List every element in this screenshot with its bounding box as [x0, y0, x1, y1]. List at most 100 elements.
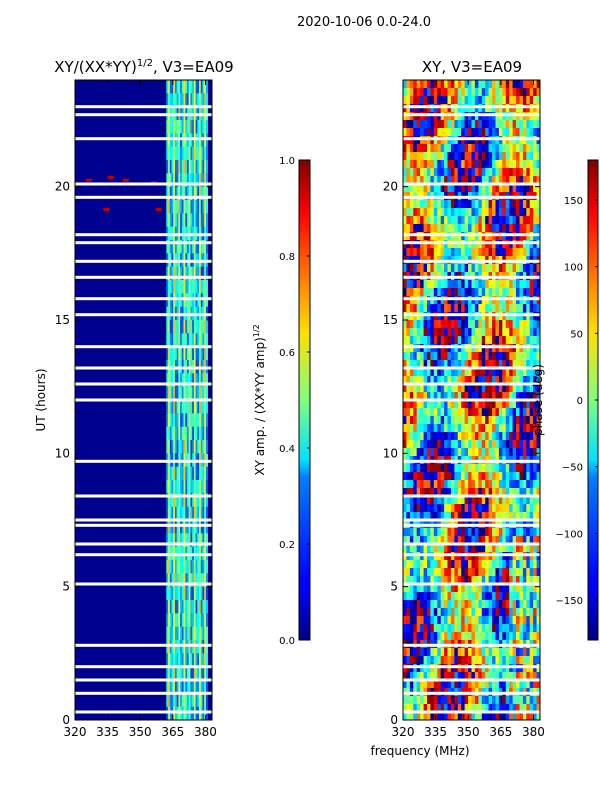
phase-heatmap-cell — [440, 88, 445, 97]
phase-heatmap-cell — [536, 440, 540, 449]
amplitude-heatmap-cell — [166, 333, 169, 347]
phase-heatmap-cell — [450, 624, 455, 633]
phase-heatmap-cell — [474, 288, 479, 297]
phase-heatmap-cell — [437, 480, 442, 489]
phase-heatmap-cell — [536, 568, 540, 577]
phase-heatmap-cell — [461, 488, 466, 497]
phase-heatmap-cell — [495, 696, 500, 705]
amplitude-heatmap-cell — [173, 640, 176, 654]
amplitude-heatmap-cell — [178, 213, 181, 227]
amplitude-heatmap-speckle — [103, 208, 110, 211]
phase-heatmap-cell — [512, 400, 517, 409]
phase-heatmap-cell — [471, 264, 476, 273]
amplitude-heatmap-cell — [195, 626, 198, 641]
phase-heatmap-cell — [505, 544, 510, 553]
phase-heatmap-cell — [471, 96, 476, 105]
phase-heatmap-cell — [416, 616, 421, 625]
phase-heatmap-cell — [519, 280, 524, 289]
amplitude-heatmap-cell — [166, 560, 169, 574]
phase-heatmap-cell — [533, 128, 537, 137]
phase-heatmap-cell — [433, 528, 438, 537]
phase-heatmap-cell — [461, 672, 466, 681]
phase-heatmap-cell — [478, 584, 483, 593]
phase-heatmap-cell — [512, 392, 517, 401]
phase-heatmap-cell — [474, 624, 479, 633]
phase-heatmap-cell — [522, 488, 527, 497]
amplitude-heatmap-cell — [166, 613, 169, 627]
phase-heatmap-cell — [488, 536, 493, 545]
phase-heatmap-cell — [495, 592, 500, 601]
phase-heatmap-cell — [529, 328, 534, 337]
amplitude-heatmap-cell — [168, 400, 171, 414]
phase-heatmap-cell — [457, 544, 462, 553]
phase-heatmap-cell — [488, 448, 493, 457]
phase-heatmap-cell — [468, 472, 472, 481]
amplitude-heatmap-cell — [171, 520, 174, 534]
phase-heatmap-cell — [440, 416, 445, 425]
phase-heatmap-cell — [502, 408, 507, 417]
phase-heatmap-cell — [471, 440, 476, 449]
phase-heatmap-cell — [529, 152, 534, 161]
phase-heatmap-cell — [485, 352, 490, 361]
phase-heatmap-cell — [505, 480, 510, 489]
phase-heatmap-cell — [536, 128, 540, 137]
phase-heatmap-cell — [495, 384, 500, 393]
phase-heatmap-cell — [474, 432, 479, 441]
phase-heatmap-cell — [444, 680, 448, 689]
phase-heatmap-cell — [536, 608, 540, 617]
phase-heatmap-cell — [468, 80, 472, 89]
phase-heatmap-cell — [427, 672, 431, 681]
amplitude-heatmap-cell — [195, 466, 198, 481]
phase-heatmap-cell — [420, 144, 424, 153]
phase-heatmap-cell — [409, 704, 414, 713]
amplitude-heatmap-cell — [205, 440, 208, 454]
phase-heatmap-cell — [403, 96, 407, 105]
phase-heatmap-cell — [433, 200, 438, 209]
phase-heatmap-cell — [423, 336, 428, 345]
amplitude-heatmap-cell — [178, 440, 181, 454]
phase-heatmap-cell — [478, 152, 483, 161]
phase-heatmap-cell — [423, 224, 428, 233]
phase-heatmap-cell — [516, 480, 520, 489]
phase-heatmap-cell — [522, 632, 527, 641]
amplitude-heatmap-cell — [202, 600, 205, 614]
phase-heatmap-cell — [413, 536, 418, 545]
phase-heatmap-cell — [461, 472, 466, 481]
phase-heatmap-cell — [488, 384, 493, 393]
amplitude-heatmap-cell — [185, 520, 188, 534]
phase-heatmap-cell — [406, 152, 411, 161]
phase-heatmap-cell — [498, 624, 503, 633]
amplitude-heatmap-cell — [176, 520, 179, 534]
phase-heatmap-cell — [457, 592, 462, 601]
amplitude-heatmap-cell — [171, 333, 174, 347]
amplitude-heatmap-cell — [169, 386, 172, 401]
phase-heatmap-cell — [420, 168, 424, 177]
phase-heatmap-cell — [437, 672, 442, 681]
amplitude-heatmap-cell — [178, 280, 181, 294]
phase-heatmap-cell — [529, 496, 534, 505]
phase-heatmap-cell — [413, 368, 418, 377]
phase-heatmap-cell — [444, 544, 448, 553]
phase-heatmap-cell — [454, 560, 459, 569]
phase-heatmap-cell — [468, 576, 472, 585]
amplitude-heatmap-cell — [188, 653, 191, 667]
amplitude-colorbar: 0.00.20.40.60.81.0 XY amp. / (XX*YY amp)… — [252, 156, 311, 647]
phase-heatmap-cell — [447, 224, 452, 233]
phase-heatmap-cell — [468, 264, 472, 273]
amplitude-heatmap-cell — [180, 586, 183, 601]
phase-heatmap-cell — [413, 288, 418, 297]
amplitude-heatmap-cell — [190, 266, 193, 281]
amplitude-heatmap-cell — [202, 520, 205, 534]
phase-heatmap-cell — [437, 88, 442, 97]
phase-heatmap-cell — [457, 672, 462, 681]
phase-heatmap-cell — [403, 536, 407, 545]
amplitude-heatmap-cell — [168, 613, 171, 627]
amplitude-heatmap-cell — [183, 440, 186, 454]
phase-heatmap-cell — [529, 248, 534, 257]
phase-heatmap-cell — [492, 144, 496, 153]
phase-heatmap-cell — [440, 400, 445, 409]
phase-heatmap-cell — [464, 584, 469, 593]
phase-heatmap-cell — [474, 544, 479, 553]
phase-heatmap-cell — [464, 264, 469, 273]
amplitude-heatmap-cell — [188, 346, 191, 361]
